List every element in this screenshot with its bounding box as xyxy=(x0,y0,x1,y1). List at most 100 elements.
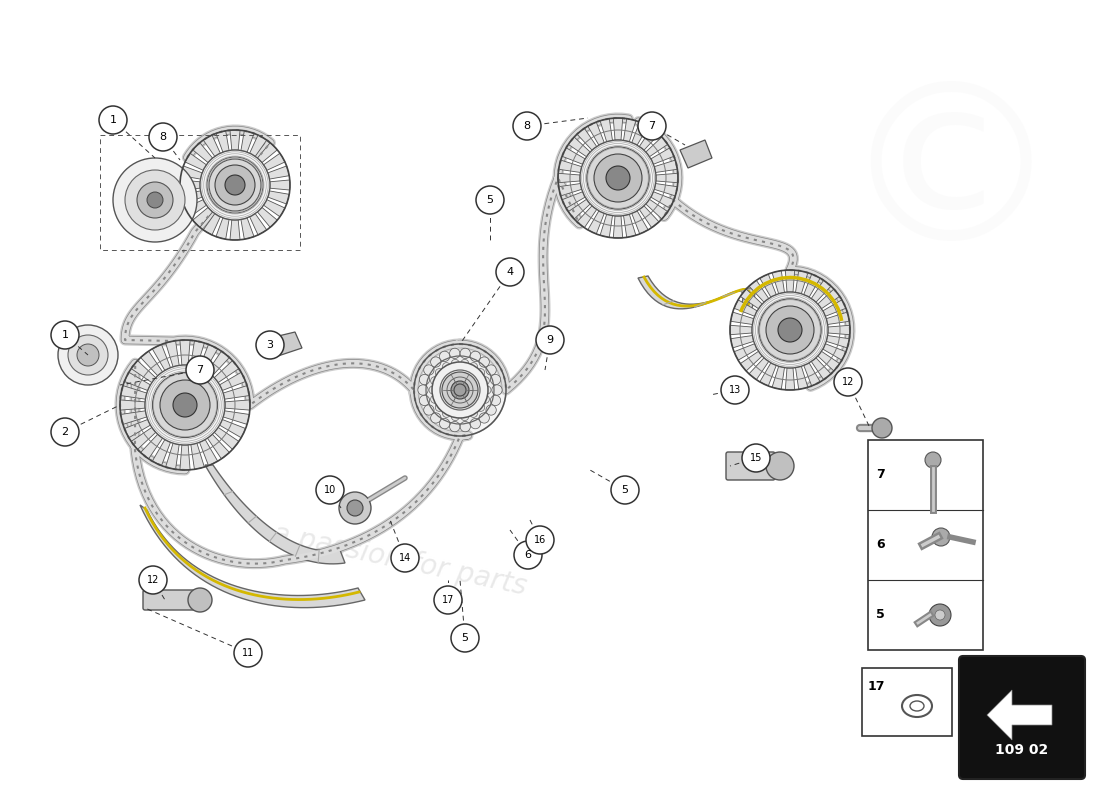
Circle shape xyxy=(610,476,639,504)
Circle shape xyxy=(752,292,828,368)
Polygon shape xyxy=(141,434,163,459)
Polygon shape xyxy=(180,340,190,365)
Circle shape xyxy=(430,357,441,367)
Circle shape xyxy=(160,380,210,430)
Polygon shape xyxy=(152,345,170,370)
Polygon shape xyxy=(199,439,218,466)
Polygon shape xyxy=(601,214,613,238)
Circle shape xyxy=(470,410,477,418)
Circle shape xyxy=(586,146,649,210)
Polygon shape xyxy=(569,199,591,219)
Text: 12: 12 xyxy=(842,377,855,387)
Polygon shape xyxy=(578,206,596,228)
Polygon shape xyxy=(131,427,156,450)
Circle shape xyxy=(778,318,802,342)
Circle shape xyxy=(113,158,197,242)
Bar xyxy=(862,668,951,736)
Text: 3: 3 xyxy=(266,340,274,350)
Text: 17: 17 xyxy=(442,595,454,605)
Text: 5: 5 xyxy=(876,609,884,622)
Circle shape xyxy=(77,344,99,366)
Circle shape xyxy=(834,368,862,396)
Polygon shape xyxy=(121,386,146,399)
Text: 2: 2 xyxy=(62,427,68,437)
Circle shape xyxy=(594,154,642,202)
Polygon shape xyxy=(587,122,604,145)
Circle shape xyxy=(580,140,656,216)
Polygon shape xyxy=(734,300,757,316)
Circle shape xyxy=(451,413,460,421)
FancyBboxPatch shape xyxy=(143,590,197,610)
Polygon shape xyxy=(192,207,212,227)
Text: 13: 13 xyxy=(729,385,741,395)
Circle shape xyxy=(483,386,491,394)
Circle shape xyxy=(766,306,814,354)
Circle shape xyxy=(148,123,177,151)
Circle shape xyxy=(476,369,485,377)
Circle shape xyxy=(432,362,488,418)
Polygon shape xyxy=(141,351,163,376)
Polygon shape xyxy=(558,174,580,182)
Circle shape xyxy=(234,639,262,667)
Circle shape xyxy=(419,395,430,406)
Circle shape xyxy=(316,476,344,504)
Polygon shape xyxy=(264,200,285,217)
Polygon shape xyxy=(241,130,254,152)
Polygon shape xyxy=(131,361,156,382)
Circle shape xyxy=(461,413,469,421)
Circle shape xyxy=(476,403,485,411)
Circle shape xyxy=(513,112,541,140)
Polygon shape xyxy=(656,174,678,182)
Polygon shape xyxy=(267,166,289,179)
Circle shape xyxy=(451,359,460,367)
Polygon shape xyxy=(185,200,207,217)
Polygon shape xyxy=(559,160,582,173)
Polygon shape xyxy=(804,363,821,386)
Bar xyxy=(868,440,983,650)
Circle shape xyxy=(256,331,284,359)
Polygon shape xyxy=(749,358,769,380)
Polygon shape xyxy=(680,140,712,168)
Circle shape xyxy=(482,377,490,385)
Polygon shape xyxy=(730,312,754,325)
Circle shape xyxy=(442,372,478,408)
Circle shape xyxy=(418,385,428,395)
Text: 15: 15 xyxy=(750,453,762,463)
Circle shape xyxy=(932,528,950,546)
Polygon shape xyxy=(216,218,229,239)
Polygon shape xyxy=(216,130,229,152)
Circle shape xyxy=(436,369,443,377)
Polygon shape xyxy=(204,135,220,157)
Circle shape xyxy=(480,357,490,367)
Circle shape xyxy=(99,106,127,134)
Circle shape xyxy=(460,348,471,358)
Polygon shape xyxy=(152,439,170,466)
Circle shape xyxy=(429,386,437,394)
Text: 1: 1 xyxy=(62,330,68,340)
Circle shape xyxy=(68,335,108,375)
Circle shape xyxy=(486,405,496,415)
Polygon shape xyxy=(223,386,250,399)
Polygon shape xyxy=(614,216,623,238)
Circle shape xyxy=(442,410,451,418)
Polygon shape xyxy=(812,280,830,302)
Polygon shape xyxy=(166,443,179,470)
Polygon shape xyxy=(220,372,245,390)
Text: 7: 7 xyxy=(648,121,656,131)
Polygon shape xyxy=(180,166,202,179)
Polygon shape xyxy=(270,332,302,356)
Polygon shape xyxy=(121,411,146,424)
Polygon shape xyxy=(785,368,794,390)
Circle shape xyxy=(186,356,214,384)
Polygon shape xyxy=(812,358,830,380)
Polygon shape xyxy=(749,280,769,302)
Polygon shape xyxy=(826,312,849,325)
Circle shape xyxy=(145,365,226,445)
Circle shape xyxy=(173,393,197,417)
Text: 9: 9 xyxy=(547,335,553,345)
Circle shape xyxy=(925,452,940,468)
Polygon shape xyxy=(639,206,659,228)
Circle shape xyxy=(440,370,480,410)
Polygon shape xyxy=(823,300,846,316)
Circle shape xyxy=(430,395,439,403)
